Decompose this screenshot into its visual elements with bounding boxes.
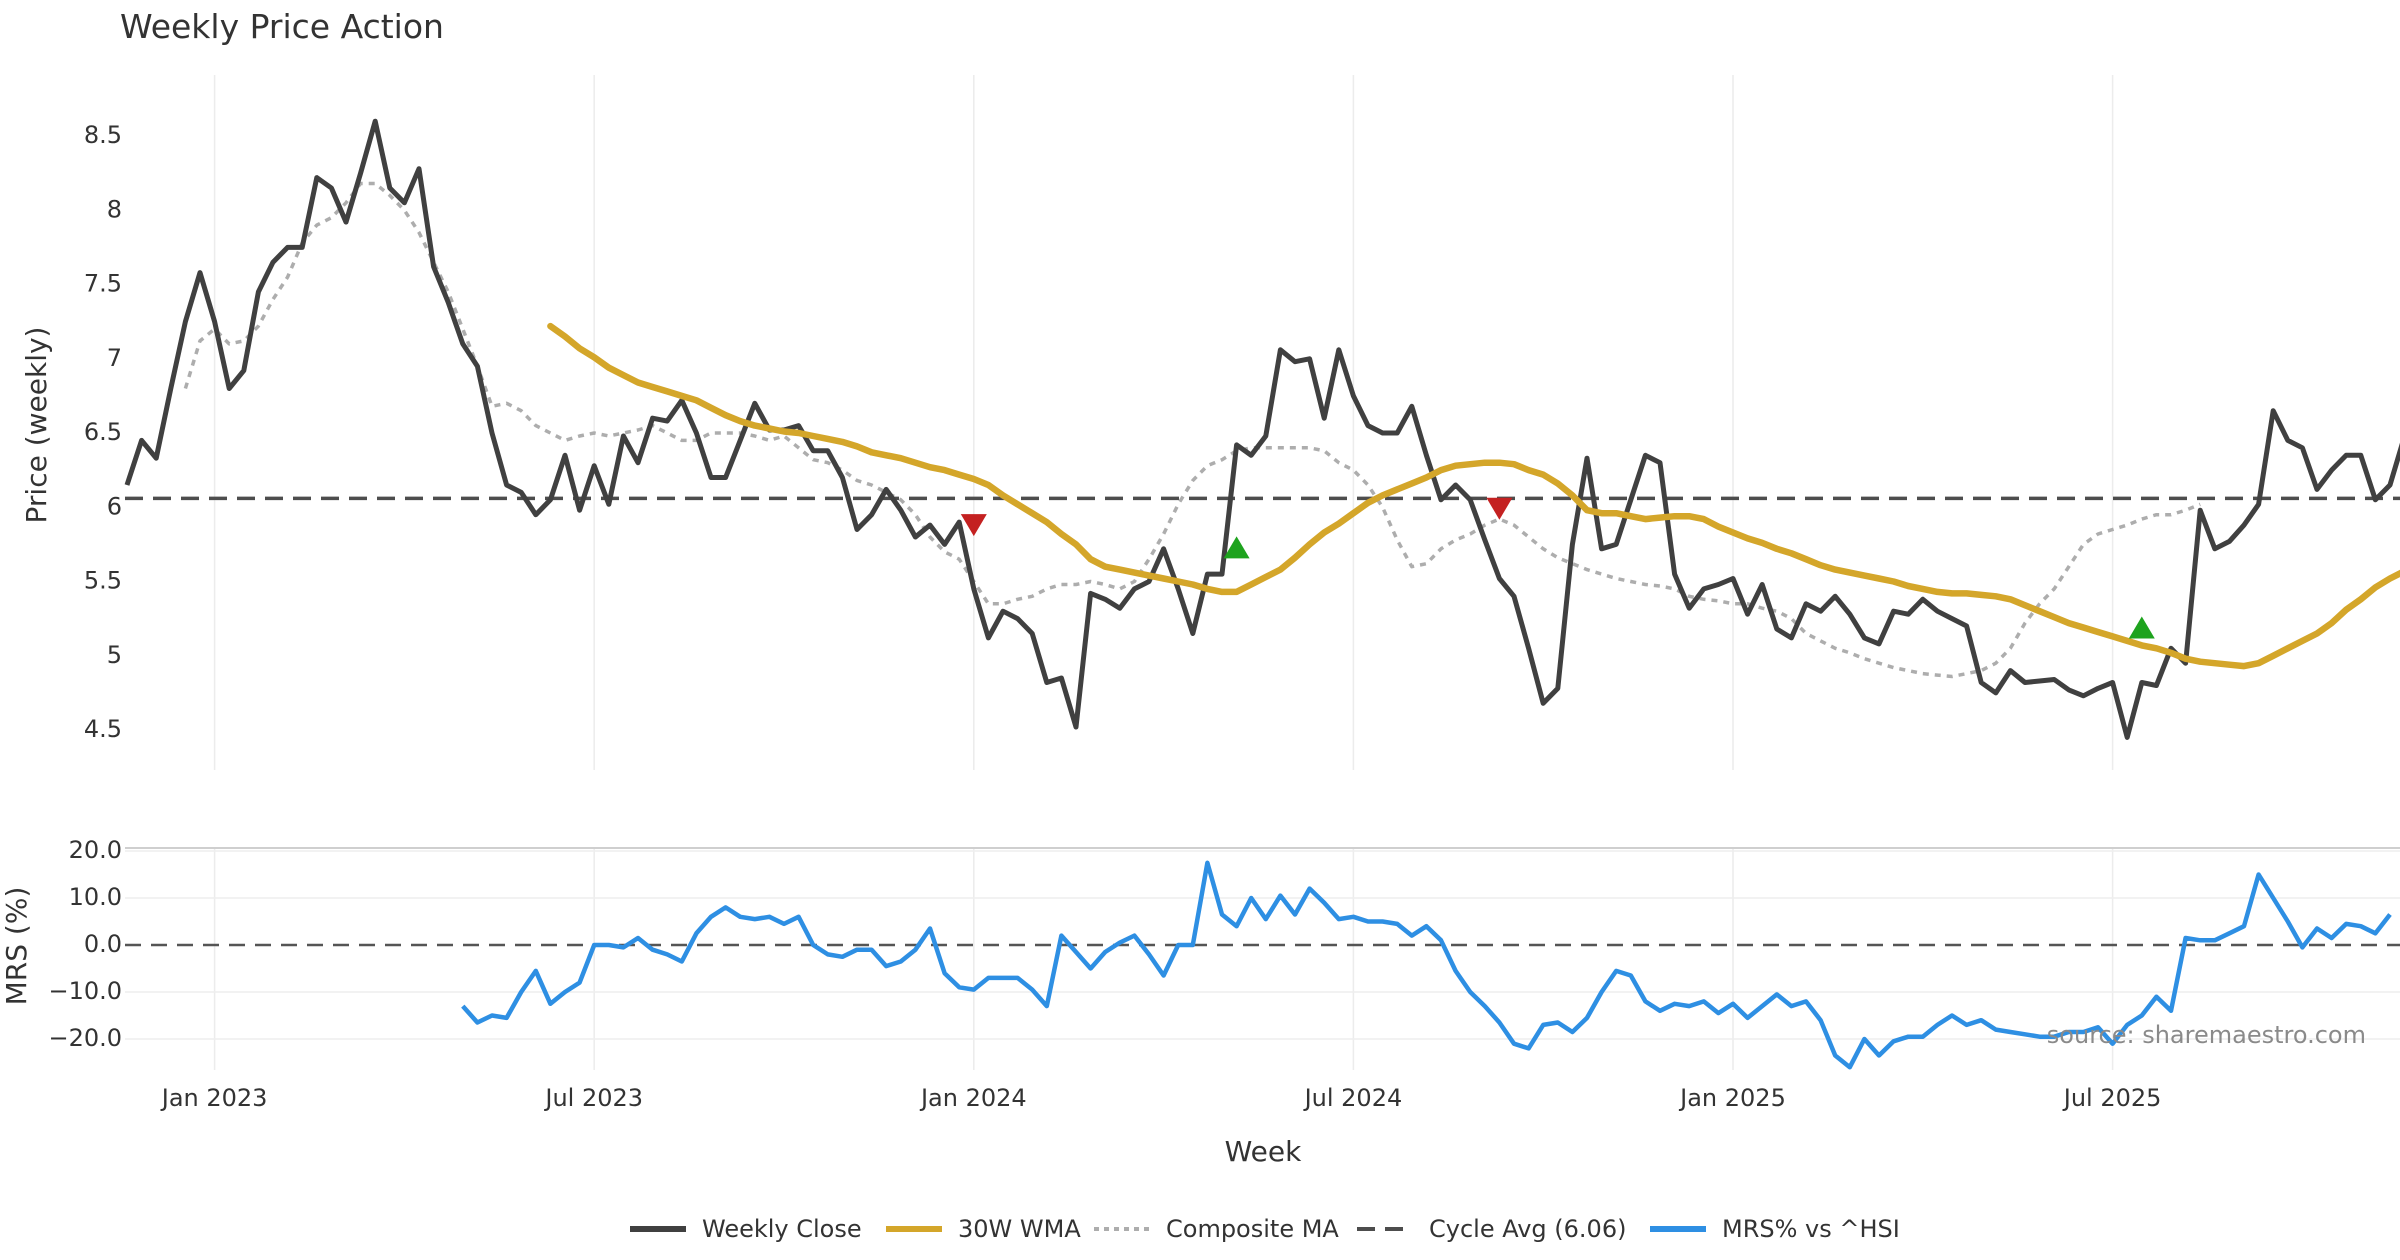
y-tick-label-price: 8 (107, 195, 122, 223)
x-tick-label: Jul 2024 (1303, 1084, 1403, 1112)
y-tick-label-price: 7.5 (84, 270, 122, 298)
grid-layer (125, 75, 2400, 1070)
x-tick-label: Jul 2023 (543, 1084, 643, 1112)
y-tick-label-price: 6 (107, 492, 122, 520)
y-tick-label-price: 7 (107, 344, 122, 372)
sell-signal-marker (1486, 497, 1513, 520)
y-axis-title-price: Price (weekly) (20, 327, 53, 524)
y-tick-label-price: 5.5 (84, 567, 122, 595)
signal-markers (960, 497, 2155, 639)
y-tick-label-mrs: 0.0 (84, 930, 122, 958)
y-axis-title-mrs: MRS (%) (0, 887, 33, 1006)
x-tick-label: Jan 2023 (160, 1084, 268, 1112)
chart-title: Weekly Price Action (120, 7, 444, 46)
legend-label: Cycle Avg (6.06) (1429, 1215, 1626, 1243)
y-tick-label-price: 8.5 (84, 121, 122, 149)
reference-lines (125, 496, 2400, 947)
legend-label: MRS% vs ^HSI (1722, 1215, 1900, 1243)
buy-signal-marker (1223, 536, 1250, 559)
y-tick-label-price: 4.5 (84, 715, 122, 743)
legend-label: 30W WMA (958, 1215, 1081, 1243)
wma-30w-line (547, 322, 2400, 670)
sell-signal-marker (960, 514, 987, 537)
y-tick-label-price: 6.5 (84, 418, 122, 446)
x-tick-label: Jan 2024 (919, 1084, 1027, 1112)
composite-ma-line (183, 181, 2201, 679)
y-tick-label-mrs: 10.0 (69, 883, 122, 911)
x-tick-label: Jan 2025 (1678, 1084, 1786, 1112)
legend-label: Weekly Close (702, 1215, 862, 1243)
y-tick-label-mrs: −10.0 (48, 977, 122, 1005)
axis-labels: Jan 2023 Jul 2023 Jan 2024 Jul 2024 Jan 2025… (48, 121, 2161, 1112)
x-tick-label: Jul 2025 (2062, 1084, 2162, 1112)
legend: Weekly Close 30W WMA Composite MA Cycle Avg… (630, 1215, 1900, 1243)
legend-label: Composite MA (1166, 1215, 1339, 1243)
y-tick-label-mrs: −20.0 (48, 1024, 122, 1052)
y-tick-label-mrs: 20.0 (69, 836, 122, 864)
buy-signal-marker (2128, 616, 2155, 639)
series-layer (124, 118, 2400, 1070)
weekly-close-line (124, 118, 2400, 740)
source-label: source: sharemaestro.com (2047, 1021, 2366, 1049)
x-axis-title: Week (1225, 1135, 1302, 1168)
mrs-line (461, 860, 2392, 1070)
y-tick-label-price: 5 (107, 641, 122, 669)
